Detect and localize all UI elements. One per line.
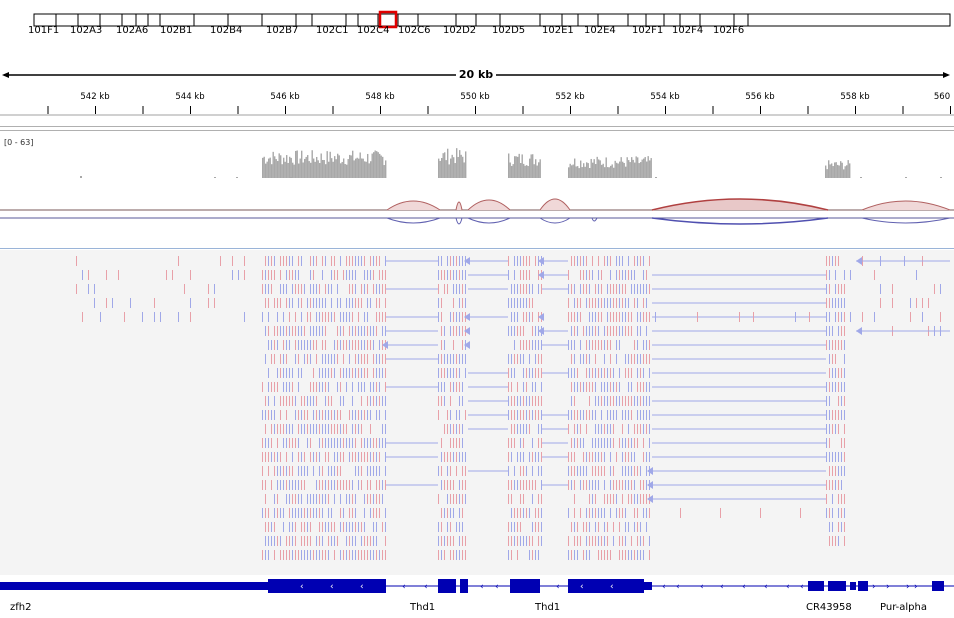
- svg-text:‹: ‹: [764, 582, 768, 592]
- svg-text:‹: ‹: [360, 582, 364, 592]
- gene-label-zfh2[interactable]: zfh2: [10, 602, 32, 613]
- svg-text:‹: ‹: [720, 582, 724, 592]
- svg-text:‹: ‹: [700, 582, 704, 592]
- band-label: 102A3: [70, 25, 103, 36]
- svg-text:‹: ‹: [800, 582, 804, 592]
- svg-text:›: ›: [914, 582, 918, 592]
- svg-text:‹: ‹: [786, 582, 790, 592]
- ruler-tick-label: 550 kb: [460, 92, 490, 102]
- chromosome-ideogram[interactable]: 101F1 102A3 102A6 102B1 102B4 102B7 102C1 102C4…: [0, 0, 954, 56]
- band-label: 102E1: [542, 25, 574, 36]
- band-label: 102C1: [316, 25, 349, 36]
- ruler-tick-label: 558 kb: [840, 92, 870, 102]
- svg-text:‹: ‹: [402, 582, 406, 592]
- svg-text:‹: ‹: [580, 582, 584, 592]
- gene-annotation-track[interactable]: ‹ ‹ ‹ ‹ ‹ ‹ ‹ ‹ ‹ ‹ ‹ ‹ ‹ ‹ ‹ ‹ ‹ ‹ › › › › zfh2 Thd1 Thd1 CR…: [0, 575, 954, 618]
- ruler-tick-label: 554 kb: [650, 92, 680, 102]
- svg-text:‹: ‹: [495, 582, 499, 592]
- current-region-marker: [378, 10, 398, 29]
- svg-text:›: ›: [906, 582, 910, 592]
- band-label: 102E4: [584, 25, 616, 36]
- coverage-track[interactable]: [0 - 63]: [0, 136, 954, 184]
- gene-label-thd1[interactable]: Thd1: [410, 602, 436, 613]
- ruler-track: 20 kb 542 kb 544 kb 546 kb 548 kb 550 kb 552 …: [0, 56, 954, 116]
- ruler-tick-label: 556 kb: [745, 92, 775, 102]
- svg-text:‹: ‹: [556, 582, 560, 592]
- svg-text:‹: ‹: [610, 582, 614, 592]
- band-label: 102B1: [160, 25, 193, 36]
- svg-text:›: ›: [886, 582, 890, 592]
- gene-label-thd1-2[interactable]: Thd1: [535, 602, 561, 613]
- svg-text:›: ›: [872, 582, 876, 592]
- svg-text:‹: ‹: [424, 582, 428, 592]
- gene-label-pur-alpha[interactable]: Pur-alpha: [880, 602, 927, 613]
- gene-label-cr43958[interactable]: CR43958: [806, 602, 852, 613]
- band-label: 101F1: [28, 25, 60, 36]
- ruler-tick-label: 560: [933, 92, 951, 102]
- svg-text:‹: ‹: [300, 582, 304, 592]
- band-label: 102C6: [398, 25, 431, 36]
- band-label: 102A6: [116, 25, 149, 36]
- ruler-tick-label: 552 kb: [555, 92, 585, 102]
- ruler-span-label: 20 kb: [456, 68, 496, 81]
- svg-text:‹: ‹: [330, 582, 334, 592]
- band-label: 102D2: [443, 25, 477, 36]
- band-label: 102C4: [357, 25, 390, 36]
- band-label: 102D5: [492, 25, 526, 36]
- ideogram-graphic[interactable]: [0, 0, 954, 56]
- ruler-tick-label: 544 kb: [175, 92, 205, 102]
- band-label: 102B7: [266, 25, 299, 36]
- svg-text:‹: ‹: [662, 582, 666, 592]
- ruler-tick-label: 548 kb: [365, 92, 395, 102]
- svg-text:‹: ‹: [480, 582, 484, 592]
- ruler-tick-label: 546 kb: [270, 92, 300, 102]
- band-label: 102F6: [713, 25, 745, 36]
- ruler-tick-label: 542 kb: [80, 92, 110, 102]
- band-label: 102F4: [672, 25, 704, 36]
- svg-text:‹: ‹: [676, 582, 680, 592]
- band-label: 102F1: [632, 25, 664, 36]
- alignment-track[interactable]: [0, 250, 954, 575]
- splice-junction-track[interactable]: [0, 184, 954, 238]
- svg-text:‹: ‹: [742, 582, 746, 592]
- coverage-range-label: [0 - 63]: [4, 138, 34, 147]
- band-label: 102B4: [210, 25, 243, 36]
